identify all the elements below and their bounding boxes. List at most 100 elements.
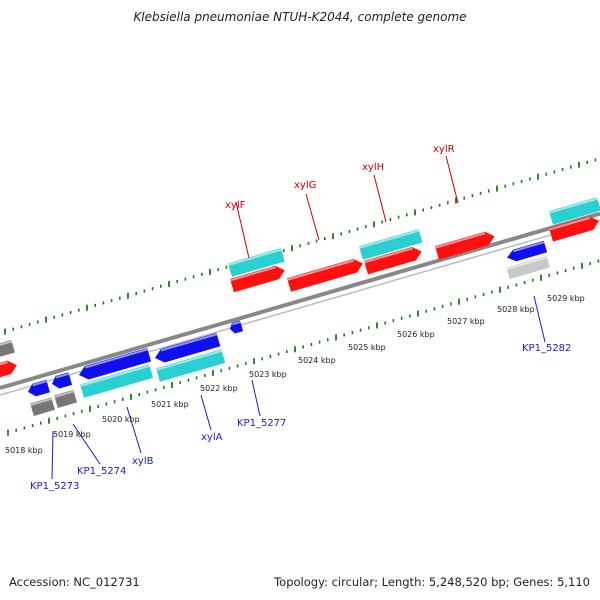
gene-left-red-arrow-shape — [0, 360, 17, 380]
leader-line-KP1_5273 — [51, 430, 54, 480]
gene-labels: xylF xylG xylH xylR KP1_5282 KP1_5277 xylA xylB… — [30, 144, 571, 492]
gene-xylR-arrow-shape — [435, 231, 495, 260]
gene-KP1_5274-gray-shape — [54, 389, 78, 408]
gene-KP1_5274-gray-highlight — [54, 390, 75, 398]
gene-KP1_5282-gray — [506, 255, 551, 280]
gene-xylB-arrow — [79, 347, 152, 380]
gene-left-gray-block-shape — [0, 339, 15, 360]
gene-KP1_5282-arrow-highlight — [513, 241, 545, 253]
kbp-labels: 5018 kbp 5019 kbp 5020 kbp 5021 kbp 5022 kbp… — [5, 294, 585, 455]
gene-xylB-cyan-shape — [80, 364, 154, 398]
gene-xylF-arrow — [230, 265, 285, 293]
gene-xylH-outline-shape — [359, 229, 423, 260]
gene-KP1_5282-gray-highlight — [506, 256, 548, 271]
gene-label-xylB: xylB — [132, 456, 154, 467]
gene-KP1_5273-arrow-shape — [28, 379, 50, 397]
gene-label-xylF: xylF — [225, 200, 246, 211]
gene-xylA-cyan-shape — [156, 349, 226, 382]
gene-xylH-outline — [359, 229, 423, 260]
leader-line-xylA — [200, 394, 212, 431]
gene-xylB-arrow-shape — [79, 347, 152, 380]
leader-line-xylG — [305, 193, 320, 241]
label-leader-lines — [51, 155, 546, 480]
kbp-label-5021: 5021 kbp — [151, 400, 189, 409]
leader-line-KP1_5277 — [251, 379, 261, 417]
gene-label-KP1_5282: KP1_5282 — [522, 343, 571, 354]
kbp-label-5023: 5023 kbp — [249, 370, 287, 379]
gene-xylB-cyan — [80, 364, 154, 398]
gene-features — [0, 197, 600, 416]
gene-left-red-arrow-highlight — [0, 361, 8, 369]
gene-label-KP1_5277: KP1_5277 — [237, 418, 286, 429]
leader-line-xylH — [373, 174, 387, 223]
gene-label-xylR: xylR — [433, 144, 455, 155]
tick-marks — [4, 158, 600, 436]
accession-text: Accession: NC_012731 — [9, 575, 140, 589]
gene-small-blue-arrow — [230, 320, 244, 334]
gene-xylH-arrow-shape — [364, 246, 422, 275]
kbp-label-5027: 5027 kbp — [447, 317, 485, 326]
kbp-label-5019: 5019 kbp — [53, 430, 91, 439]
gene-label-xylG: xylG — [294, 180, 316, 191]
kbp-label-5028: 5028 kbp — [497, 305, 535, 314]
gene-KP1_5273-gray — [30, 397, 55, 416]
gene-xylA-arrow-highlight — [160, 333, 218, 352]
gene-xylA-arrow — [155, 332, 221, 363]
gene-KP1_5273-gray-highlight — [30, 397, 53, 406]
gene-xylH-arrow-highlight — [364, 247, 413, 264]
gene-xylF-arrow-shape — [230, 265, 285, 293]
gene-left-red-arrow — [0, 360, 17, 380]
gene-xylR-arrow-highlight — [435, 232, 486, 249]
gene-xylG-arrow-shape — [287, 259, 363, 292]
gene-KP1_5273-arrow — [28, 379, 50, 397]
gene-KP1_5273-gray-shape — [30, 397, 55, 416]
gene-KP1_5274-gray — [54, 389, 78, 408]
gene-KP1_5273-arrow-highlight — [32, 380, 48, 387]
gene-KP1_5274-arrow-highlight — [55, 372, 70, 379]
gene-label-xylH: xylH — [362, 162, 384, 173]
backbone-line-outer — [0, 211, 600, 390]
gene-xylB-arrow-highlight — [84, 348, 148, 369]
genome-summary-text: Topology: circular; Length: 5,248,520 bp… — [274, 575, 590, 589]
kbp-label-5025: 5025 kbp — [348, 343, 386, 352]
gene-right-red-arrow-highlight — [549, 216, 591, 231]
kbp-label-5020: 5020 kbp — [102, 415, 140, 424]
gene-right-red-arrow — [549, 216, 600, 242]
leader-line-xylF — [235, 201, 250, 259]
leader-line-xylB — [126, 406, 142, 454]
gene-xylG-arrow — [287, 259, 363, 292]
leader-line-xylR — [445, 155, 459, 204]
gene-left-gray-block-highlight — [0, 340, 12, 350]
kbp-label-5022: 5022 kbp — [200, 384, 238, 393]
gene-KP1_5274-arrow — [52, 372, 73, 389]
gene-label-xylA: xylA — [201, 432, 223, 443]
gene-right-cyan-block — [549, 197, 600, 225]
leader-line-KP1_5274 — [72, 423, 101, 465]
gene-xylF-outline — [228, 248, 285, 277]
gene-xylA-cyan — [156, 349, 226, 382]
gene-xylH-arrow — [364, 246, 422, 275]
gene-right-cyan-block-highlight — [549, 197, 598, 214]
kbp-label-5024: 5024 kbp — [298, 356, 336, 365]
gene-KP1_5282-gray-shape — [506, 255, 551, 280]
gene-right-cyan-block-shape — [549, 197, 600, 225]
kbp-label-5018: 5018 kbp — [5, 446, 43, 455]
gene-KP1_5282-arrow — [507, 240, 548, 262]
gene-label-KP1_5273: KP1_5273 — [30, 481, 79, 492]
leader-line-KP1_5282 — [533, 295, 546, 343]
gene-xylB-cyan-highlight — [80, 364, 150, 387]
gene-xylF-outline-highlight — [228, 248, 282, 266]
kbp-label-5029: 5029 kbp — [547, 294, 585, 303]
gene-right-red-arrow-shape — [549, 216, 600, 242]
gene-xylG-arrow-highlight — [287, 259, 355, 281]
map-title: Klebsiella pneumoniae NTUH-K2044, comple… — [133, 10, 467, 24]
gene-xylF-outline-shape — [228, 248, 285, 277]
gene-label-KP1_5274: KP1_5274 — [77, 466, 126, 477]
gene-xylH-outline-highlight — [359, 229, 420, 249]
gene-xylA-cyan-highlight — [156, 349, 223, 371]
gene-KP1_5282-arrow-shape — [507, 240, 548, 262]
gene-xylR-arrow — [435, 231, 495, 260]
gene-xylF-arrow-highlight — [230, 266, 276, 282]
gene-left-gray-block — [0, 339, 15, 360]
